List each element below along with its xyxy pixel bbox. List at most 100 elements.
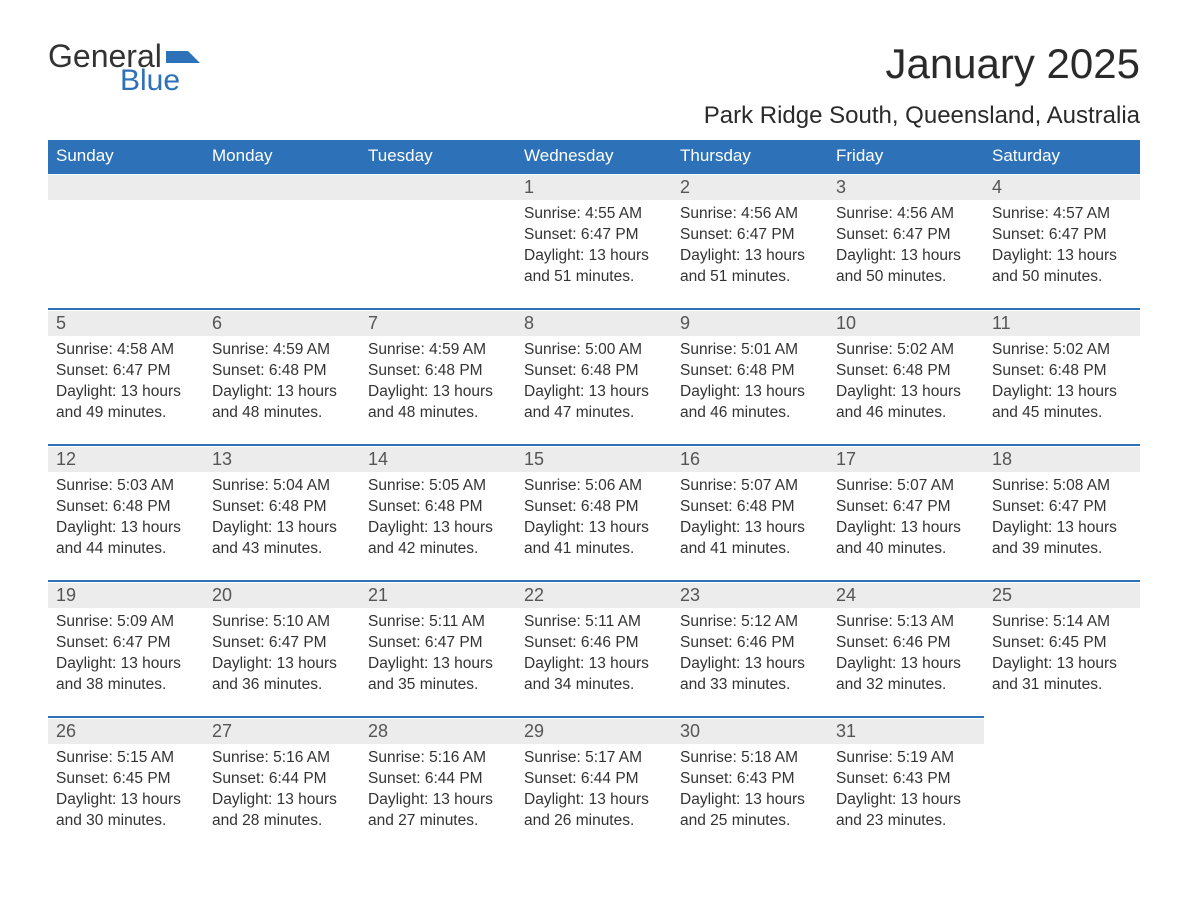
day-ss: Sunset: 6:45 PM (56, 769, 196, 790)
day-d2: and 41 minutes. (680, 539, 820, 560)
day-number: 2 (672, 174, 828, 200)
day-ss: Sunset: 6:48 PM (524, 497, 664, 518)
day-header: Tuesday (360, 140, 516, 173)
logo: General Blue (48, 40, 200, 96)
day-content: Sunrise: 5:16 AMSunset: 6:44 PMDaylight:… (204, 744, 360, 838)
calendar-cell: 13Sunrise: 5:04 AMSunset: 6:48 PMDayligh… (204, 445, 360, 581)
calendar-cell: 30Sunrise: 5:18 AMSunset: 6:43 PMDayligh… (672, 717, 828, 853)
day-ss: Sunset: 6:47 PM (992, 497, 1132, 518)
day-d1: Daylight: 13 hours (680, 654, 820, 675)
day-content: Sunrise: 5:11 AMSunset: 6:46 PMDaylight:… (516, 608, 672, 702)
day-number: 28 (360, 718, 516, 744)
day-ss: Sunset: 6:44 PM (524, 769, 664, 790)
day-d1: Daylight: 13 hours (836, 246, 976, 267)
calendar-cell: 26Sunrise: 5:15 AMSunset: 6:45 PMDayligh… (48, 717, 204, 853)
day-number: 10 (828, 310, 984, 336)
day-content: Sunrise: 5:01 AMSunset: 6:48 PMDaylight:… (672, 336, 828, 430)
day-number: 12 (48, 446, 204, 472)
day-d2: and 31 minutes. (992, 675, 1132, 696)
day-d2: and 30 minutes. (56, 811, 196, 832)
day-number-empty (204, 174, 360, 200)
day-sr: Sunrise: 5:09 AM (56, 612, 196, 633)
calendar-week-row: 26Sunrise: 5:15 AMSunset: 6:45 PMDayligh… (48, 717, 1140, 853)
day-d2: and 34 minutes. (524, 675, 664, 696)
day-content: Sunrise: 5:07 AMSunset: 6:47 PMDaylight:… (828, 472, 984, 566)
day-sr: Sunrise: 4:56 AM (836, 204, 976, 225)
day-ss: Sunset: 6:48 PM (368, 497, 508, 518)
day-d1: Daylight: 13 hours (836, 518, 976, 539)
calendar-week-row: 1Sunrise: 4:55 AMSunset: 6:47 PMDaylight… (48, 173, 1140, 309)
calendar-cell: 11Sunrise: 5:02 AMSunset: 6:48 PMDayligh… (984, 309, 1140, 445)
day-d1: Daylight: 13 hours (524, 246, 664, 267)
day-ss: Sunset: 6:47 PM (680, 225, 820, 246)
day-ss: Sunset: 6:48 PM (680, 497, 820, 518)
day-sr: Sunrise: 4:55 AM (524, 204, 664, 225)
day-sr: Sunrise: 5:18 AM (680, 748, 820, 769)
calendar-cell: 10Sunrise: 5:02 AMSunset: 6:48 PMDayligh… (828, 309, 984, 445)
day-number: 29 (516, 718, 672, 744)
day-number: 8 (516, 310, 672, 336)
day-number: 14 (360, 446, 516, 472)
calendar-cell: 4Sunrise: 4:57 AMSunset: 6:47 PMDaylight… (984, 173, 1140, 309)
day-ss: Sunset: 6:46 PM (524, 633, 664, 654)
day-d2: and 27 minutes. (368, 811, 508, 832)
day-number: 22 (516, 582, 672, 608)
calendar-cell: 20Sunrise: 5:10 AMSunset: 6:47 PMDayligh… (204, 581, 360, 717)
day-number: 19 (48, 582, 204, 608)
day-d1: Daylight: 13 hours (992, 382, 1132, 403)
day-d1: Daylight: 13 hours (368, 518, 508, 539)
day-content: Sunrise: 5:11 AMSunset: 6:47 PMDaylight:… (360, 608, 516, 702)
day-content: Sunrise: 5:02 AMSunset: 6:48 PMDaylight:… (828, 336, 984, 430)
day-d2: and 25 minutes. (680, 811, 820, 832)
day-ss: Sunset: 6:45 PM (992, 633, 1132, 654)
calendar-cell: 17Sunrise: 5:07 AMSunset: 6:47 PMDayligh… (828, 445, 984, 581)
day-d1: Daylight: 13 hours (992, 246, 1132, 267)
day-number: 11 (984, 310, 1140, 336)
day-content: Sunrise: 5:09 AMSunset: 6:47 PMDaylight:… (48, 608, 204, 702)
calendar-cell: 24Sunrise: 5:13 AMSunset: 6:46 PMDayligh… (828, 581, 984, 717)
day-ss: Sunset: 6:47 PM (56, 361, 196, 382)
day-ss: Sunset: 6:47 PM (56, 633, 196, 654)
day-sr: Sunrise: 5:19 AM (836, 748, 976, 769)
calendar-cell: 22Sunrise: 5:11 AMSunset: 6:46 PMDayligh… (516, 581, 672, 717)
day-d1: Daylight: 13 hours (524, 518, 664, 539)
day-sr: Sunrise: 5:01 AM (680, 340, 820, 361)
day-content: Sunrise: 5:12 AMSunset: 6:46 PMDaylight:… (672, 608, 828, 702)
day-d2: and 26 minutes. (524, 811, 664, 832)
day-ss: Sunset: 6:48 PM (56, 497, 196, 518)
day-ss: Sunset: 6:46 PM (836, 633, 976, 654)
day-content: Sunrise: 5:00 AMSunset: 6:48 PMDaylight:… (516, 336, 672, 430)
day-content: Sunrise: 5:04 AMSunset: 6:48 PMDaylight:… (204, 472, 360, 566)
day-d1: Daylight: 13 hours (368, 382, 508, 403)
day-content: Sunrise: 5:03 AMSunset: 6:48 PMDaylight:… (48, 472, 204, 566)
calendar-header-row: SundayMondayTuesdayWednesdayThursdayFrid… (48, 140, 1140, 173)
day-d1: Daylight: 13 hours (56, 790, 196, 811)
day-content: Sunrise: 5:19 AMSunset: 6:43 PMDaylight:… (828, 744, 984, 838)
page-title: January 2025 (885, 40, 1140, 88)
day-d1: Daylight: 13 hours (836, 654, 976, 675)
day-number: 24 (828, 582, 984, 608)
day-content: Sunrise: 5:15 AMSunset: 6:45 PMDaylight:… (48, 744, 204, 838)
day-content: Sunrise: 4:56 AMSunset: 6:47 PMDaylight:… (828, 200, 984, 294)
calendar-cell (984, 717, 1140, 853)
day-d1: Daylight: 13 hours (524, 790, 664, 811)
day-ss: Sunset: 6:44 PM (212, 769, 352, 790)
day-d1: Daylight: 13 hours (56, 382, 196, 403)
calendar-cell: 8Sunrise: 5:00 AMSunset: 6:48 PMDaylight… (516, 309, 672, 445)
day-content: Sunrise: 5:14 AMSunset: 6:45 PMDaylight:… (984, 608, 1140, 702)
day-sr: Sunrise: 5:14 AM (992, 612, 1132, 633)
day-header: Wednesday (516, 140, 672, 173)
calendar-cell: 19Sunrise: 5:09 AMSunset: 6:47 PMDayligh… (48, 581, 204, 717)
day-ss: Sunset: 6:47 PM (212, 633, 352, 654)
day-ss: Sunset: 6:48 PM (680, 361, 820, 382)
day-number: 17 (828, 446, 984, 472)
day-d1: Daylight: 13 hours (680, 518, 820, 539)
day-d2: and 45 minutes. (992, 403, 1132, 424)
day-header: Monday (204, 140, 360, 173)
day-d2: and 41 minutes. (524, 539, 664, 560)
day-ss: Sunset: 6:48 PM (524, 361, 664, 382)
day-d1: Daylight: 13 hours (212, 518, 352, 539)
day-number-empty (360, 174, 516, 200)
calendar-cell: 23Sunrise: 5:12 AMSunset: 6:46 PMDayligh… (672, 581, 828, 717)
day-content: Sunrise: 5:08 AMSunset: 6:47 PMDaylight:… (984, 472, 1140, 566)
